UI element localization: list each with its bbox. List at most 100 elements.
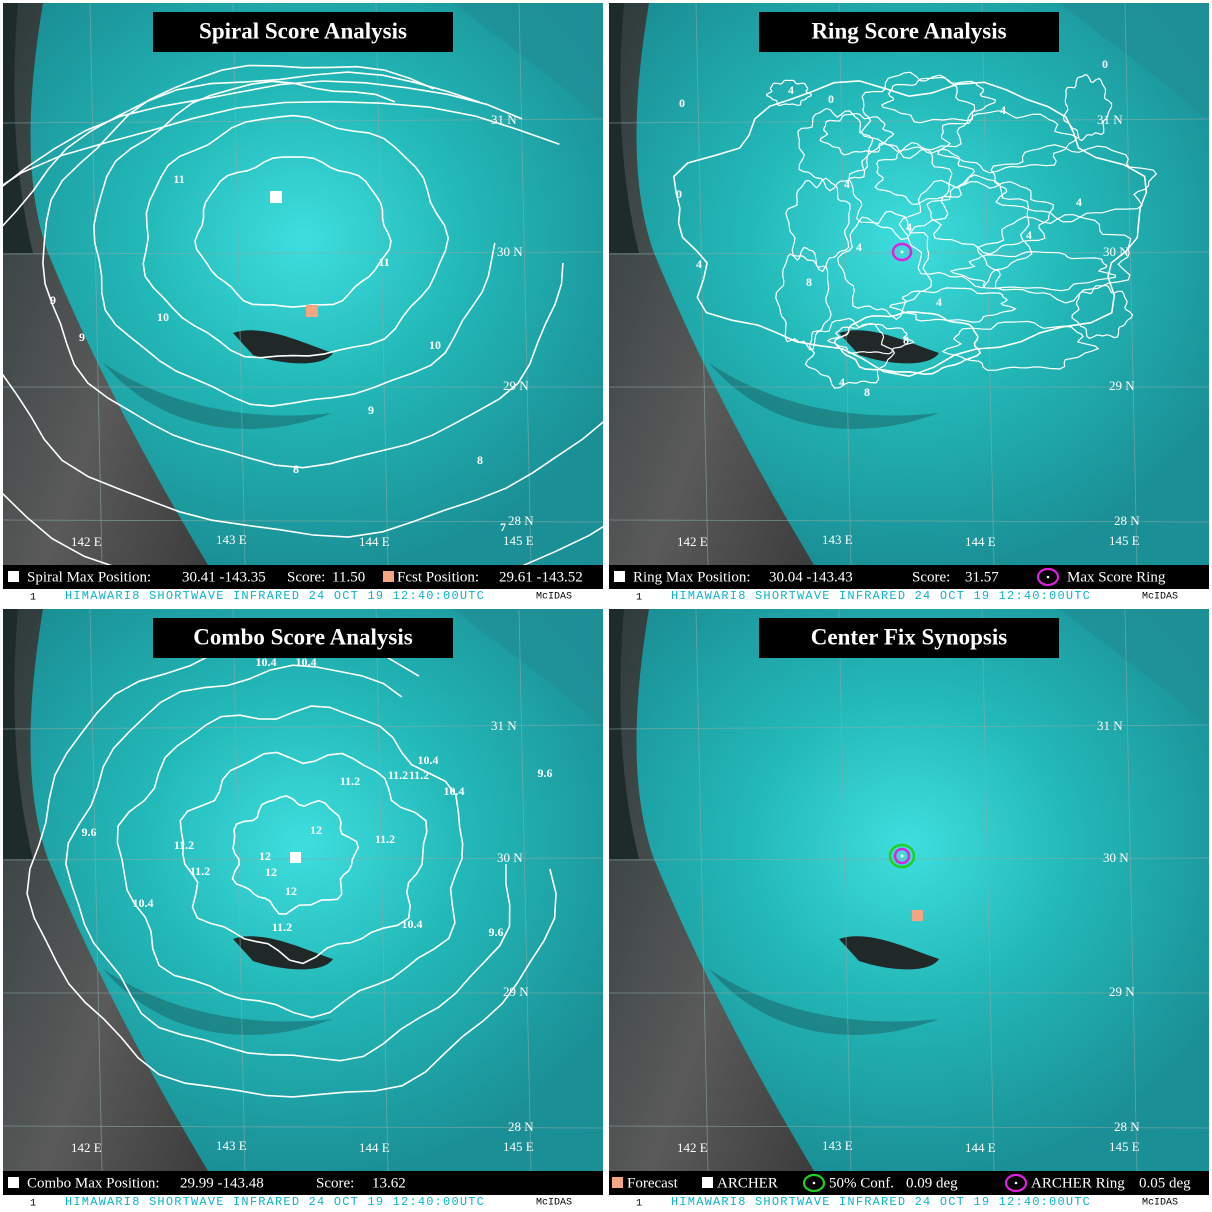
grid-label: 31 N [1097,112,1123,127]
legend-marker [1004,1173,1028,1193]
contour-line [937,110,1079,174]
panel: 31 N 30 N 29 N 28 N 142 E 143 E 144 E 145 E 10.4… [2,608,604,1210]
contour-label: 10.4 [402,917,423,931]
grid-line [608,251,1210,255]
grid-label: 142 E [71,1140,102,1155]
contour-line [92,80,496,408]
footer-bar [609,589,1209,604]
grid-label: 145 E [1109,1139,1140,1154]
legend-text: ARCHER [717,1175,778,1191]
contour-label: 9 [50,293,56,307]
legend-text: Score: [912,569,950,585]
contour-label: 8 [903,333,909,347]
contour-line [194,156,392,308]
grid-label: 28 N [1114,1119,1140,1134]
contour-line [1062,74,1113,142]
contours [0,64,796,663]
grid-label: 144 E [965,534,996,549]
legend-text: Score: [316,1175,354,1191]
grid-label: 30 N [1103,244,1129,259]
legend-marker [802,1173,826,1193]
contour-label: 11.2 [340,774,360,788]
footer-caption: HIMAWARI8 SHORTWAVE INFRARED 24 OCT 19 1… [671,1195,1091,1209]
grid-label: 29 N [503,984,529,999]
legend-text: Score: [287,569,325,585]
contour-line [142,114,450,359]
contour-label: 8 [293,462,299,476]
contour-line [65,664,511,1062]
grid-label: 144 E [965,1140,996,1155]
grid-label: 30 N [497,244,523,259]
contour-label: 4 [856,240,862,254]
grid-label: 29 N [503,378,529,393]
contour-label: 10.4 [444,784,465,798]
legend-text: Fcst Position: [397,569,479,585]
panel-title: Combo Score Analysis [193,624,412,649]
grid-label: 142 E [71,534,102,549]
grid-line [2,251,604,255]
legend-text: Max Score Ring [1067,569,1166,585]
panel-title: Center Fix Synopsis [811,624,1007,649]
grid-label: 145 E [503,533,534,548]
contour-label: 9 [368,403,374,417]
contour-label: 4 [844,177,850,191]
legend-text: Ring Max Position: [633,569,751,585]
contour-label: 11 [173,172,184,186]
grid-label: 29 N [1109,378,1135,393]
contour-label: 4 [788,83,794,97]
legend-bar [609,565,1209,589]
contour-line [179,751,428,965]
contour-line [775,246,832,351]
legend-text: 29.99 -143.48 [180,1175,264,1191]
contour-line [990,144,1158,223]
footer-caption: HIMAWARI8 SHORTWAVE INFRARED 24 OCT 19 1… [671,589,1091,603]
grid-line [838,608,852,1172]
grid-label: 31 N [491,112,517,127]
legend-text: 30.41 -143.35 [182,569,266,585]
title-box [759,618,1059,658]
footer-bar [609,1195,1209,1210]
contour-label: 10.4 [133,896,154,910]
contour-label: 10.4 [256,655,277,669]
contour-line [765,79,813,107]
contour-line [888,287,1017,323]
contour-line [785,177,851,273]
max-score-ring [891,242,913,262]
contour-label: 11 [378,255,389,269]
legend-marker [8,1177,19,1188]
contour-label: 10.4 [418,753,439,767]
contour-label: 4 [839,375,845,389]
grid-line [518,2,532,566]
contour-line [880,76,997,124]
grid-line [608,118,1210,124]
contour-line [949,251,1116,292]
max-position-marker [270,191,282,203]
grid-line [2,519,604,523]
contour-label: 4 [696,257,702,271]
legend-text: ARCHER Ring [1031,1175,1125,1191]
grid-label: 144 E [359,1140,390,1155]
grid-line [89,608,103,1172]
legend-text: 30.04 -143.43 [769,569,853,585]
contour-line [116,705,464,1019]
grid-line [608,519,1210,523]
contour-label: 11.2 [174,838,194,852]
contour-label: 10 [157,310,169,324]
contour-label: 0 [679,96,685,110]
contour-label: 0 [676,187,682,201]
grid-label: 142 E [677,1140,708,1155]
contour-label: 8 [477,453,483,467]
contour-label: 11.2 [375,832,395,846]
legend-marker [702,1177,713,1188]
grid-line [2,857,604,861]
contour-label: 0 [1102,57,1108,71]
contour-label: 12 [265,865,277,879]
grid-line [838,2,852,566]
forecast-marker [912,910,923,921]
grid-label: 144 E [359,534,390,549]
contour-label: 10 [429,338,441,352]
contour-label: 8 [806,275,812,289]
confidence-ring [888,843,916,869]
footer-source: McIDAS [536,592,572,603]
legend-marker-dot [812,1181,816,1185]
